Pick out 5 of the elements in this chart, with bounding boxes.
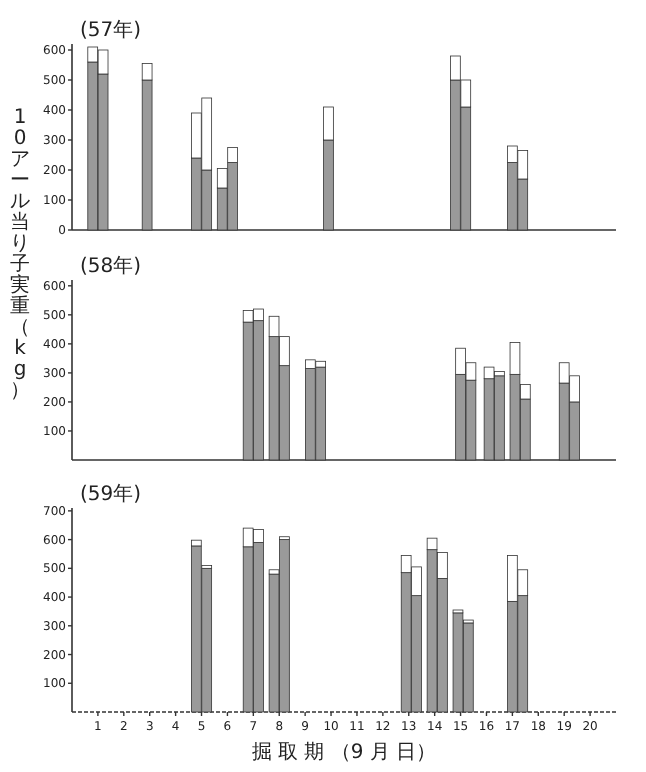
x-axis-title: 掘 取 期 （9 月 日） (251, 740, 437, 764)
chart-title: (59年) (80, 482, 142, 506)
chart-title: (58年) (80, 254, 142, 278)
chart-title: (57年) (80, 18, 142, 42)
text: 10アール当り子実重（kg） (10, 106, 30, 402)
